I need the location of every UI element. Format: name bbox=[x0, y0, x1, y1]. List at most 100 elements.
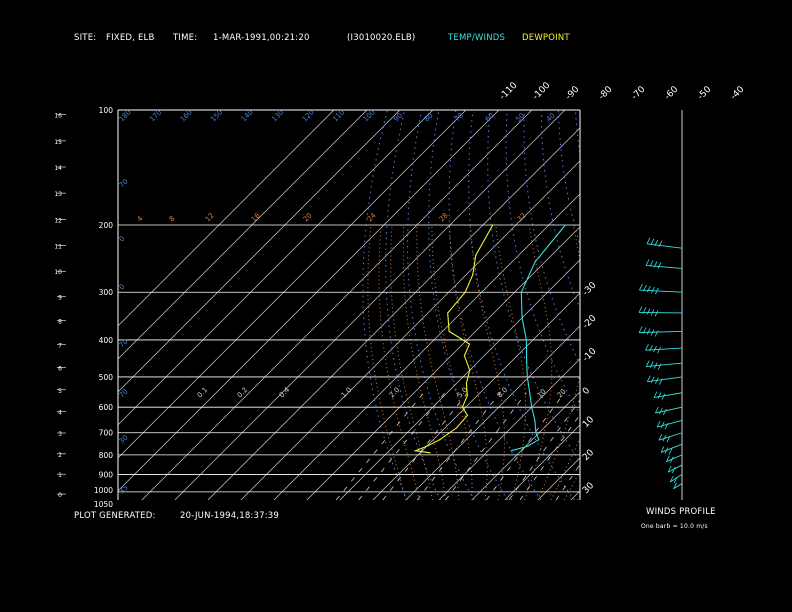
mixing-ratio-label: 8.0 bbox=[496, 386, 510, 400]
wind-barb-flag bbox=[657, 347, 661, 354]
isotherm-line bbox=[604, 110, 792, 500]
moist-adiabat-line bbox=[402, 224, 446, 500]
wind-barb-flag bbox=[651, 286, 655, 294]
moist-adiabat-line bbox=[390, 224, 433, 500]
pressure-tick-label: 800 bbox=[99, 451, 114, 460]
right-temp-label: 30 bbox=[581, 481, 596, 496]
dewpoint-point bbox=[464, 291, 466, 293]
wind-barb-flag bbox=[666, 436, 671, 443]
wind-barb-flag bbox=[666, 455, 670, 462]
dry-adiabat-label-left: 70 bbox=[118, 177, 130, 189]
height-tick-label: 15 bbox=[54, 139, 62, 146]
wind-barb-flag bbox=[658, 434, 663, 441]
dewpoint-point bbox=[466, 414, 469, 416]
dry-adiabat-label: 100 bbox=[362, 108, 377, 123]
dry-adiabat-line bbox=[593, 110, 792, 500]
dry-adiabat-label: 120 bbox=[301, 108, 316, 123]
dry-adiabat-label: 130 bbox=[270, 108, 285, 123]
wind-barb-flag bbox=[650, 329, 655, 336]
top-temp-label: -40 bbox=[729, 84, 747, 102]
moist-adiabat-line bbox=[604, 225, 792, 500]
moist-adiabat-line bbox=[591, 225, 777, 500]
isotherm-line bbox=[471, 391, 580, 500]
height-tick-label: 11 bbox=[54, 243, 62, 250]
wind-barb-flag bbox=[654, 239, 659, 246]
site-label: SITE: bbox=[74, 33, 97, 43]
wind-barb-flag bbox=[655, 287, 659, 295]
pressure-tick-label: 600 bbox=[99, 403, 114, 412]
legend-dewpoint: DEWPOINT bbox=[522, 33, 570, 43]
dewpoint-point bbox=[455, 427, 458, 429]
moist-adiabat-line bbox=[495, 224, 527, 500]
dry-adiabat-label: 40 bbox=[545, 111, 557, 123]
wind-barb-flag bbox=[653, 261, 658, 268]
right-temp-label: 0 bbox=[581, 386, 592, 397]
isotherm-line bbox=[570, 490, 580, 500]
height-tick-label: 7 bbox=[58, 342, 62, 349]
wind-barb-flag bbox=[671, 466, 676, 474]
dry-adiabat-line bbox=[557, 110, 580, 247]
wind-barb-flag bbox=[660, 421, 665, 429]
mixing-ratio-label: 1.0 bbox=[340, 386, 354, 400]
file-name: (I3010020.ELB) bbox=[347, 33, 416, 43]
top-temp-label: -70 bbox=[630, 84, 648, 102]
mixing-ratio-label: 0.2 bbox=[236, 386, 250, 400]
wind-barb-flag bbox=[669, 475, 674, 483]
pressure-tick-label: 900 bbox=[99, 470, 114, 479]
isotherm-line bbox=[240, 160, 580, 500]
dewpoint-point bbox=[469, 369, 471, 371]
dry-adiabat-line bbox=[487, 110, 580, 463]
wind-barb-flag bbox=[658, 378, 663, 385]
dry-adiabat-line bbox=[695, 110, 792, 500]
mixing-ratio-line bbox=[508, 399, 580, 500]
height-tick-label: 2 bbox=[58, 452, 62, 459]
wind-barb-flag bbox=[649, 260, 654, 267]
isotherm-line bbox=[118, 110, 368, 360]
dry-adiabat-line bbox=[468, 110, 575, 500]
isotherm-line bbox=[670, 110, 792, 500]
dewpoint-point bbox=[492, 224, 494, 226]
dry-adiabat-label-left: 0 bbox=[118, 235, 127, 244]
wind-barb-flag bbox=[650, 376, 655, 383]
dry-adiabat-line bbox=[763, 110, 792, 500]
moist-adiabat-label: 12 bbox=[204, 211, 216, 223]
wind-barb-flag bbox=[654, 377, 659, 384]
moist-adiabat-label: 8 bbox=[168, 215, 177, 224]
dewpoint-point bbox=[447, 312, 449, 314]
dry-adiabat-line bbox=[385, 110, 442, 500]
moist-adiabat-line bbox=[469, 224, 506, 500]
dry-adiabat-label: 150 bbox=[209, 108, 224, 123]
dry-adiabat-label: 180 bbox=[118, 108, 133, 123]
isotherm-line bbox=[118, 110, 467, 459]
top-temp-label: -90 bbox=[564, 84, 582, 102]
plot-generated-label: PLOT GENERATED: bbox=[74, 511, 156, 521]
wind-barb-flag bbox=[643, 284, 647, 292]
dewpoint-point bbox=[439, 439, 441, 441]
dry-adiabat-label-left: 30 bbox=[118, 433, 130, 445]
wind-barb-flag bbox=[645, 360, 650, 367]
pressure-tick-label: 500 bbox=[99, 373, 114, 382]
wind-barb-flag bbox=[645, 259, 650, 266]
dewpoint-point bbox=[461, 406, 463, 408]
wind-barb-flag bbox=[659, 407, 663, 415]
dry-adiabat-label: 160 bbox=[179, 108, 194, 123]
isotherm-line bbox=[438, 358, 580, 500]
temperature-point bbox=[531, 406, 533, 408]
wind-barb-flag bbox=[647, 285, 651, 293]
isotherm-line bbox=[174, 110, 566, 500]
dry-adiabat-label: 50 bbox=[514, 111, 526, 123]
dewpoint-point bbox=[472, 274, 474, 276]
temperature-point bbox=[525, 339, 528, 341]
top-temp-label: -80 bbox=[597, 84, 615, 102]
dry-adiabat-line bbox=[746, 110, 792, 500]
temperature-point bbox=[564, 224, 567, 226]
winds-profile-note: One barb = 10.0 m/s bbox=[641, 523, 708, 530]
wind-barb-flag bbox=[667, 465, 672, 473]
height-tick-label: 0 bbox=[58, 492, 62, 499]
dewpoint-point bbox=[415, 450, 417, 452]
dewpoint-point bbox=[425, 445, 428, 447]
top-temp-label: -110 bbox=[498, 80, 520, 102]
wind-barb bbox=[639, 330, 683, 333]
moist-adiabat-line bbox=[416, 224, 460, 500]
dry-adiabat-line bbox=[448, 110, 542, 500]
